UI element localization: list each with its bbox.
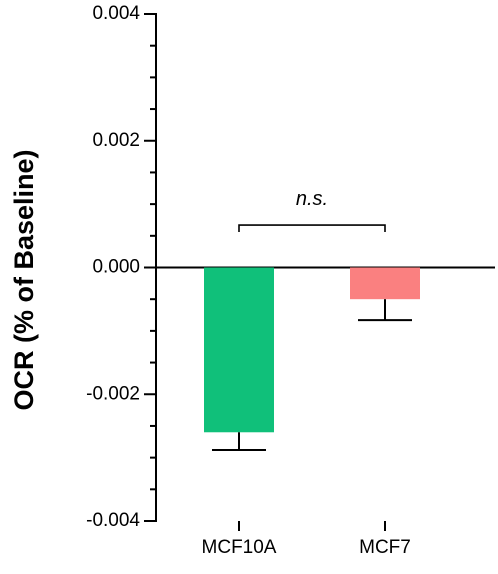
y-tick-label: 0.002 <box>92 130 140 151</box>
bar-mcf10a <box>204 267 274 433</box>
y-tick-label: -0.002 <box>86 383 140 404</box>
significance-annotation: n.s. <box>238 188 386 233</box>
bar-mcf7 <box>350 267 420 300</box>
y-tick-label: -0.004 <box>86 510 140 531</box>
y-axis-label: OCR (% of Baseline) <box>9 149 39 410</box>
y-tick-label: 0.000 <box>92 257 140 278</box>
y-tick-label: 0.004 <box>92 3 140 24</box>
x-tick-label: MCF7 <box>359 537 411 558</box>
significance-bracket <box>238 224 386 233</box>
error-bars <box>212 299 412 452</box>
significance-label: n.s. <box>296 188 328 210</box>
y-axis: 0.004 0.002 0.000 -0.002 -0.004 <box>86 3 157 531</box>
bars <box>204 267 420 433</box>
x-tick-label: MCF10A <box>202 537 277 558</box>
